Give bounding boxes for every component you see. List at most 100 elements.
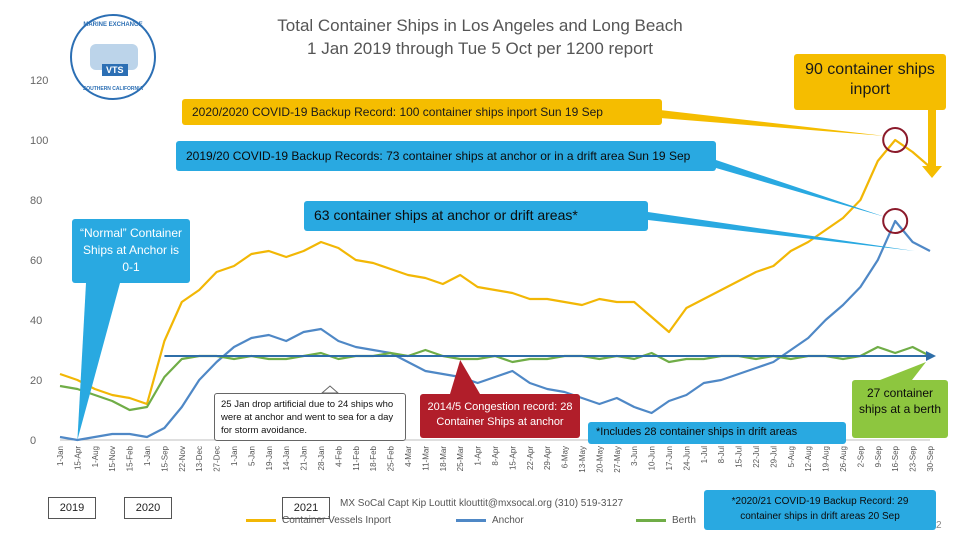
x-tick-label: 4-Mar [404, 446, 413, 467]
chart-annotations [77, 110, 942, 440]
y-tick-label: 100 [30, 135, 48, 147]
x-tick-label: 3-Jun [630, 446, 639, 466]
callout-record-anchor: 2019/20 COVID-19 Backup Records: 73 cont… [176, 141, 716, 171]
x-tick-label: 15-Nov [108, 446, 117, 472]
year-label-2019: 2019 [48, 497, 96, 519]
x-tick-label: 10-Jun [648, 446, 657, 470]
title-line-1: Total Container Ships in Los Angeles and… [277, 16, 683, 35]
x-tick-label: 30-Sep [926, 445, 935, 471]
x-tick-label: 1-Jan [56, 446, 65, 466]
legend-berth-swatch [636, 519, 666, 522]
x-tick-label: 5-Aug [787, 446, 796, 467]
legend-inport: Container Vessels Inport [246, 515, 391, 526]
series-line-inport [59, 138, 931, 406]
x-tick-label: 18-Mar [439, 446, 448, 472]
x-tick-label: 8-Apr [491, 446, 500, 466]
x-tick-label: 23-Sep [909, 445, 918, 471]
logo-center-text: VTS [102, 64, 128, 76]
x-tick-label: 15-Apr [73, 446, 82, 470]
callout-congestion-2014: 2014/5 Congestion record: 28 Container S… [420, 394, 580, 438]
logo-bottom-text: SOUTHERN CALIFORNIA [82, 86, 144, 92]
x-tick-label: 15-Apr [508, 446, 517, 470]
legend-anchor-swatch [456, 519, 486, 522]
x-tick-label: 22-Apr [526, 446, 535, 470]
legend-inport-swatch [246, 519, 276, 522]
page-number: 2 [936, 520, 942, 531]
x-tick-label: 20-May [595, 446, 604, 473]
logo-top-text: MARINE EXCHANGE [83, 22, 143, 28]
callout-jan25-note: 25 Jan drop artificial due to 24 ships w… [214, 393, 406, 441]
callout-anchor-63: 63 container ships at anchor or drift ar… [304, 201, 648, 231]
title-line-2: 1 Jan 2019 through Tue 5 Oct per 1200 re… [307, 39, 653, 58]
y-tick-label: 60 [30, 255, 42, 267]
y-tick-label: 20 [30, 375, 42, 387]
x-tick-label: 22-Nov [178, 446, 187, 472]
footer-contact: MX SoCal Capt Kip Louttit klouttit@mxsoc… [340, 498, 624, 509]
congestion-record-arrowhead [926, 351, 936, 361]
legend-berth: Berth [636, 515, 696, 526]
year-label-2021: 2021 [282, 497, 330, 519]
callout-normal-anchor: “Normal” Container Ships at Anchor is 0-… [72, 219, 190, 283]
x-tick-label: 6-May [561, 446, 570, 468]
inport-90-arrow [922, 110, 942, 178]
berth-27-pointer [880, 362, 926, 380]
marine-exchange-logo: MARINE EXCHANGE VTS SOUTHERN CALIFORNIA [70, 14, 156, 100]
x-tick-label: 14-Jan [282, 446, 291, 470]
callout-drift-note: *Includes 28 container ships in drift ar… [588, 422, 846, 444]
x-tick-label: 25-Feb [387, 445, 396, 471]
x-tick-label: 1-Jan [230, 446, 239, 466]
anchor-63-pointer [648, 212, 915, 251]
chart-title: Total Container Ships in Los Angeles and… [0, 14, 960, 60]
anchor-peak-marker [882, 208, 909, 234]
x-tick-label: 4-Feb [334, 445, 343, 466]
y-tick-label: 40 [30, 315, 42, 327]
x-tick-label: 1-Apr [474, 446, 483, 466]
x-tick-label: 27-May [613, 446, 622, 473]
x-tick-label: 15-Jul [735, 446, 744, 468]
x-tick-label: 11-Feb [352, 445, 361, 470]
x-tick-label: 1-Jan [143, 446, 152, 466]
x-tick-label: 11-Mar [421, 446, 430, 471]
callout-berth-27: 27 container ships at a berth [852, 380, 948, 438]
record-2020-pointer [660, 110, 886, 136]
x-tick-label: 13-May [578, 446, 587, 473]
x-tick-label: 24-Jun [682, 446, 691, 470]
x-tick-label: 8-Jul [717, 446, 726, 464]
x-tick-label: 25-Mar [456, 446, 465, 472]
x-tick-label: 2-Sep [856, 445, 865, 467]
series-line-anchor [59, 219, 931, 442]
normal-anchor-pointer [77, 283, 120, 440]
record-anchor-pointer [716, 160, 886, 217]
x-tick-label: 19-Jan [265, 446, 274, 470]
x-tick-label: 19-Aug [822, 446, 831, 472]
callout-inport-90: 90 container ships inport [794, 54, 946, 110]
year-label-2020: 2020 [124, 497, 172, 519]
inport-peak-marker [882, 127, 909, 153]
jan25-pointer [320, 385, 340, 394]
x-tick-label: 15-Sep [160, 445, 169, 471]
x-axis-ticks: 1-Jan 15-Apr 1-Aug 15-Nov 15-Feb 1-Jan 15-Sep 2… [56, 445, 935, 472]
x-tick-label: 5-Jan [247, 446, 256, 466]
x-tick-label: 1-Jul [700, 446, 709, 464]
x-tick-label: 15-Feb [126, 445, 135, 471]
x-tick-label: 29-Jul [769, 446, 778, 468]
congestion-pointer [450, 360, 480, 394]
x-tick-label: 29-Apr [543, 446, 552, 470]
y-tick-label: 0 [30, 435, 36, 447]
x-tick-label: 13-Dec [195, 446, 204, 472]
x-tick-label: 22-Jul [752, 446, 761, 468]
x-tick-label: 12-Aug [804, 446, 813, 472]
x-tick-label: 21-Jan [300, 446, 309, 470]
x-tick-label: 28-Jan [317, 446, 326, 470]
x-tick-label: 26-Aug [839, 446, 848, 472]
x-tick-label: 9-Sep [874, 445, 883, 467]
legend-anchor-label: Anchor [492, 515, 524, 526]
callout-drift-record: *2020/21 COVID-19 Backup Record: 29 cont… [704, 490, 936, 530]
legend-anchor: Anchor [456, 515, 524, 526]
x-tick-label: 1-Aug [91, 446, 100, 467]
legend-inport-label: Container Vessels Inport [282, 515, 391, 526]
x-tick-label: 16-Sep [891, 445, 900, 471]
y-tick-label: 80 [30, 195, 42, 207]
legend-berth-label: Berth [672, 515, 696, 526]
callout-record-2020: 2020/2020 COVID-19 Backup Record: 100 co… [182, 99, 662, 125]
